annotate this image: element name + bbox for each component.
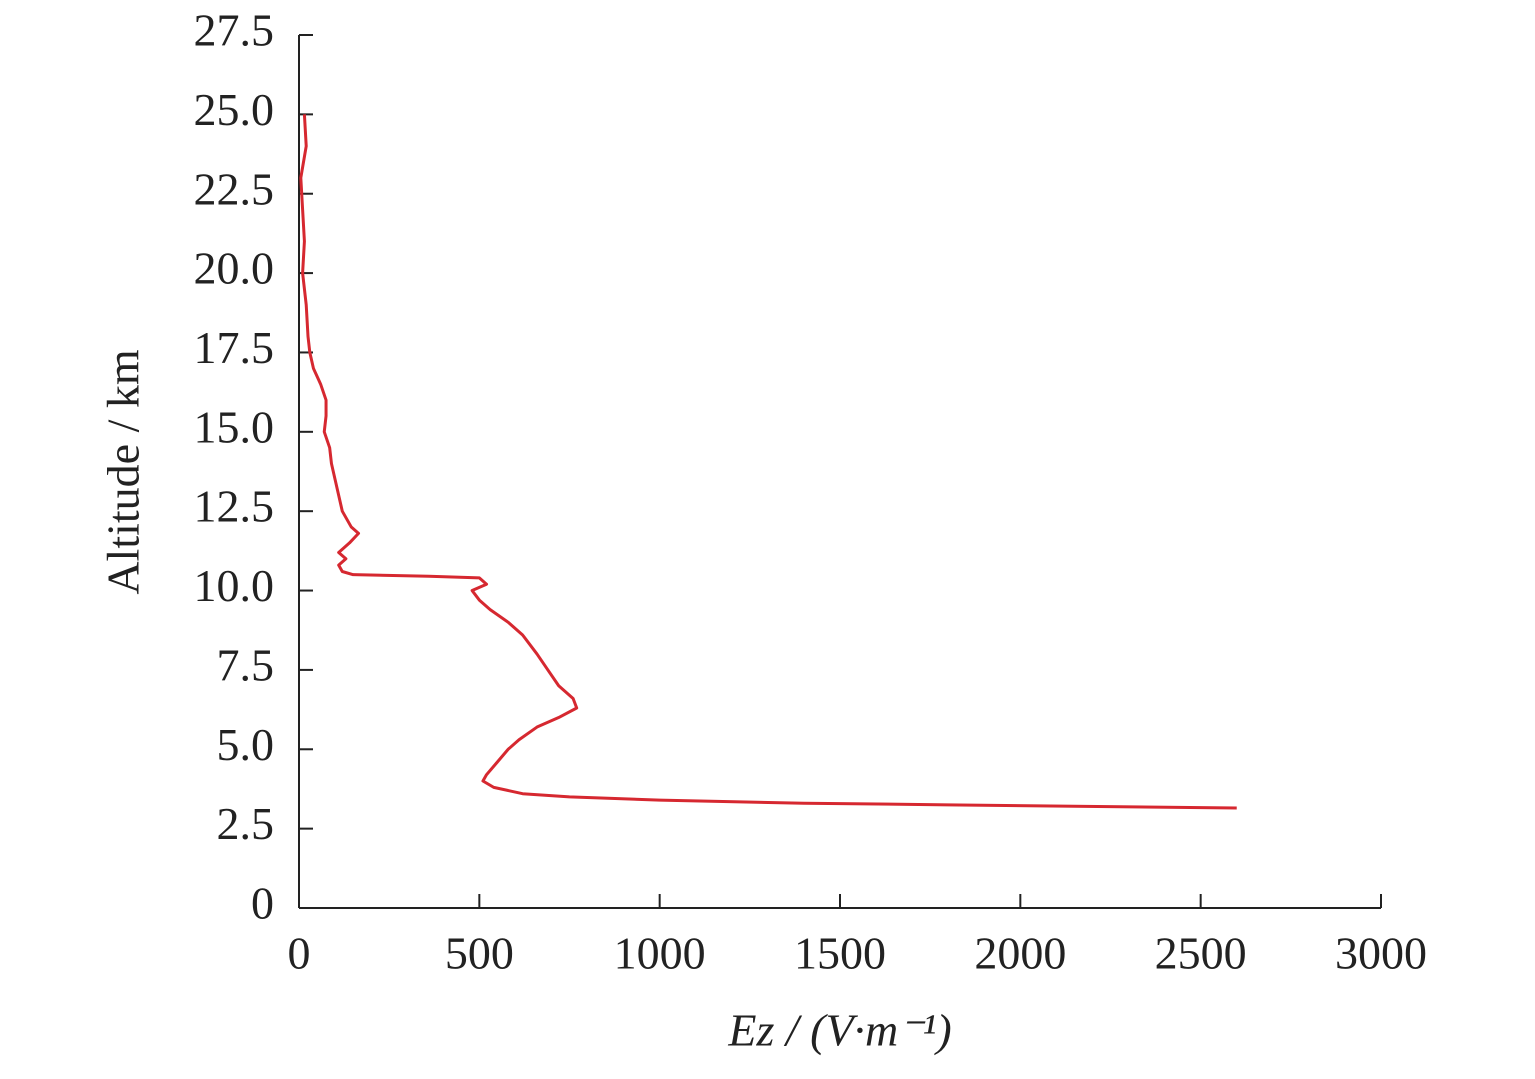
- y-tick-label: 22.5: [194, 163, 275, 214]
- y-tick-label: 20.0: [194, 243, 275, 294]
- y-tick-label: 12.5: [194, 481, 275, 532]
- y-tick-label: 25.0: [194, 84, 275, 135]
- y-tick-label: 15.0: [194, 401, 275, 452]
- x-tick-label: 1000: [614, 928, 706, 979]
- data-line: [299, 114, 1237, 810]
- y-tick-label: 0: [251, 878, 274, 929]
- y-axis-label: Altitude / km: [98, 349, 149, 595]
- y-tick-label: 17.5: [194, 322, 275, 373]
- y-tick-label: 2.5: [217, 798, 275, 849]
- x-tick-label: 3000: [1335, 928, 1427, 979]
- y-tick-label: 5.0: [217, 719, 275, 770]
- y-tick-label: 27.5: [194, 5, 275, 56]
- x-tick-label: 2500: [1155, 928, 1247, 979]
- x-tick-label: 500: [445, 928, 514, 979]
- x-axis-label: Ez / (V·m⁻¹): [727, 1005, 951, 1056]
- y-tick-label: 10.0: [194, 560, 275, 611]
- x-tick-label: 2000: [974, 928, 1066, 979]
- x-tick-label: 0: [288, 928, 311, 979]
- y-tick-label: 7.5: [217, 639, 275, 690]
- x-tick-label: 1500: [794, 928, 886, 979]
